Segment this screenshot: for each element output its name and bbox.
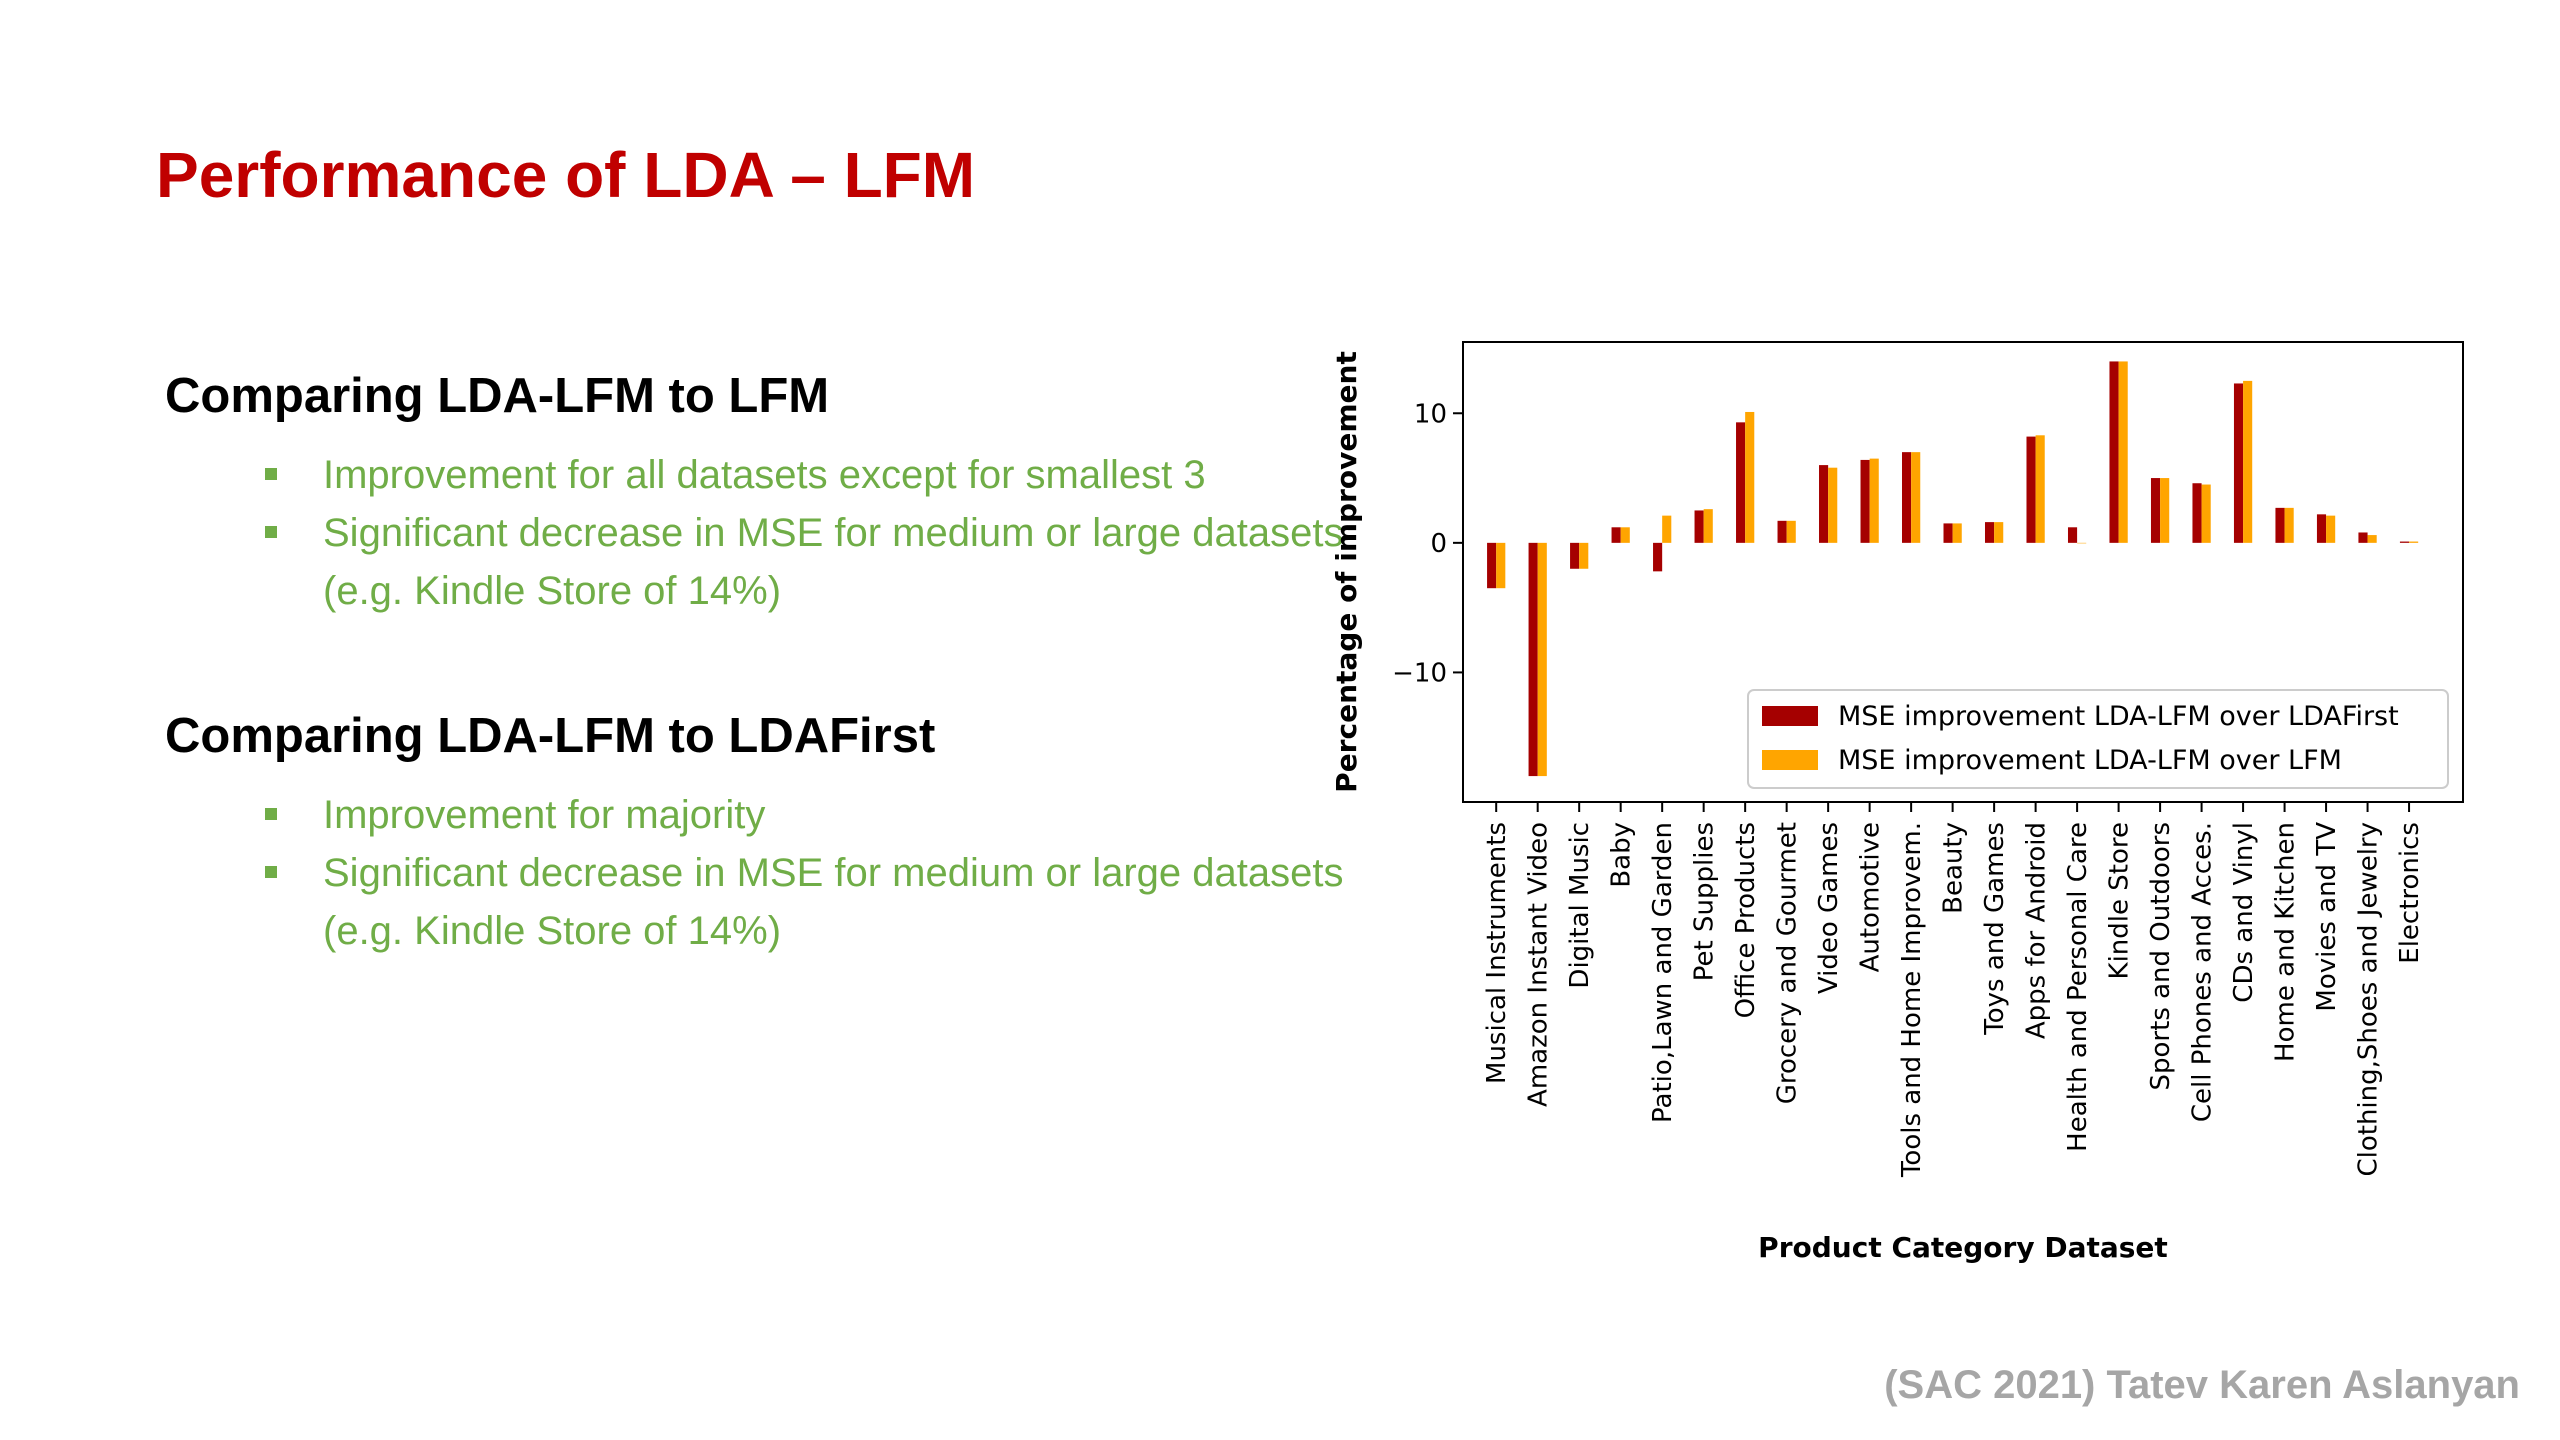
bar-lfm — [2409, 541, 2419, 543]
x-tick-label: Office Products — [1731, 822, 1761, 1018]
bar-ldafirst — [1653, 542, 1663, 572]
bar-lfm — [1828, 467, 1838, 543]
bar-ldafirst — [1902, 452, 1912, 543]
x-tick-label: Home and Kitchen — [2271, 822, 2301, 1062]
bar-ldafirst — [1694, 510, 1704, 543]
x-tick-label: Health and Personal Care — [2063, 822, 2093, 1152]
y-tick-label: 10 — [1414, 399, 1447, 429]
bullet-item: Significant decrease in MSE for medium o… — [265, 844, 1345, 960]
section-ldafirst-comparison: Comparing LDA-LFM to LDAFirst Improvemen… — [165, 708, 1345, 960]
x-tick-label: Sports and Outdoors — [2146, 822, 2176, 1090]
x-tick-label: Baby — [1607, 822, 1637, 888]
bar-ldafirst — [1819, 465, 1829, 543]
bar-ldafirst — [2399, 541, 2410, 543]
x-axis-label: Product Category Dataset — [1758, 1231, 2168, 1264]
bar-lfm — [2035, 435, 2045, 543]
bar-ldafirst — [1777, 520, 1787, 543]
bar-lfm — [1662, 515, 1672, 543]
bar-lfm — [2243, 380, 2253, 543]
legend-swatch — [1762, 706, 1818, 726]
bar-lfm — [1994, 522, 2004, 543]
x-tick-label: Beauty — [1939, 822, 1969, 914]
bar-ldafirst — [1570, 542, 1580, 569]
bar-ldafirst — [2026, 436, 2036, 543]
bar-lfm — [1952, 523, 1962, 543]
bar-lfm — [1620, 527, 1630, 543]
section-heading: Comparing LDA-LFM to LDAFirst — [165, 709, 936, 763]
bar-ldafirst — [2275, 507, 2285, 543]
x-tick-label: Musical Instruments — [1482, 822, 1512, 1084]
bar-lfm — [2160, 478, 2170, 543]
y-axis-label: Percentage of improvement — [1330, 351, 1363, 793]
x-tick-label: Clothing,Shoes and Jewelry — [2354, 822, 2384, 1177]
bar-ldafirst — [1487, 542, 1497, 589]
x-tick-label: Electronics — [2395, 822, 2425, 964]
bullet-item: Improvement for majority — [265, 786, 1345, 844]
x-tick-label: Video Games — [1814, 822, 1844, 994]
bar-lfm — [1745, 411, 1755, 543]
x-tick-label: Apps for Android — [2022, 822, 2052, 1039]
section-lfm-comparison: Comparing LDA-LFM to LFM Improvement for… — [165, 368, 1345, 620]
bar-ldafirst — [1611, 527, 1621, 543]
bar-ldafirst — [1736, 422, 1746, 543]
bar-chart-svg: −10 0 10 Musical Instruments Amazon Instant … — [1330, 341, 2464, 1264]
bullet-item: Improvement for all datasets except for … — [265, 446, 1345, 504]
bar-ldafirst — [1528, 542, 1538, 777]
y-tick-label: 0 — [1430, 529, 1447, 559]
bar-lfm — [1496, 542, 1506, 589]
bar-ldafirst — [2109, 361, 2119, 543]
bar-lfm — [1537, 542, 1547, 777]
x-tick-label: Amazon Instant Video — [1524, 822, 1554, 1107]
bar-lfm — [2118, 361, 2128, 543]
x-tick-label: Automotive — [1856, 822, 1886, 972]
bar-lfm — [1786, 520, 1796, 543]
bar-lfm — [2326, 515, 2336, 543]
x-tick-label: CDs and Vinyl — [2229, 822, 2259, 1003]
bar-ldafirst — [2316, 514, 2327, 543]
legend-entry: MSE improvement LDA-LFM over LFM — [1838, 745, 2342, 776]
legend-entry: MSE improvement LDA-LFM over LDAFirst — [1838, 701, 2399, 732]
x-tick-label: Movies and TV — [2312, 822, 2342, 1012]
bar-ldafirst — [2233, 383, 2244, 543]
bullet-list: Improvement for majority Significant dec… — [165, 786, 1345, 960]
bar-lfm — [2367, 535, 2377, 543]
bar-lfm — [2077, 542, 2087, 544]
bar-ldafirst — [1860, 459, 1870, 543]
x-tick-label: Cell Phones and Acces. — [2188, 822, 2218, 1122]
x-tick-label: Tools and Home Improvem. — [1897, 822, 1927, 1178]
bar-ldafirst — [1984, 522, 1995, 543]
bar-chart: −10 0 10 Musical Instruments Amazon Instant … — [1320, 320, 2520, 1280]
bar-ldafirst — [2150, 478, 2161, 543]
x-tick-label: Pet Supplies — [1690, 822, 1720, 981]
slide-footer: (SAC 2021) Tatev Karen Aslanyan — [1884, 1363, 2520, 1407]
bar-lfm — [1911, 452, 1921, 543]
bar-ldafirst — [1943, 523, 1953, 543]
bar-lfm — [1579, 542, 1589, 569]
bar-lfm — [2201, 484, 2211, 543]
x-tick-label: Grocery and Gourmet — [1773, 822, 1803, 1104]
legend-swatch — [1762, 750, 1818, 770]
plot-frame — [1462, 341, 2464, 803]
bar-ldafirst — [2192, 483, 2202, 543]
bar-lfm — [1703, 509, 1713, 543]
x-tick-label: Kindle Store — [2105, 822, 2135, 979]
slide-title: Performance of LDA – LFM — [156, 139, 976, 211]
bullet-list: Improvement for all datasets except for … — [165, 446, 1345, 620]
bar-lfm — [1869, 458, 1879, 543]
section-heading: Comparing LDA-LFM to LFM — [165, 369, 830, 423]
bar-ldafirst — [2067, 527, 2078, 543]
x-tick-label: Patio,Lawn and Garden — [1648, 822, 1678, 1123]
y-tick-label: −10 — [1392, 658, 1447, 688]
bar-lfm — [2284, 507, 2294, 543]
x-tick-label: Digital Music — [1565, 822, 1595, 989]
legend-box — [1747, 689, 2449, 789]
bar-ldafirst — [2358, 532, 2368, 543]
x-tick-label: Toys and Games — [1980, 822, 2010, 1036]
bullet-item: Significant decrease in MSE for medium o… — [265, 504, 1345, 620]
